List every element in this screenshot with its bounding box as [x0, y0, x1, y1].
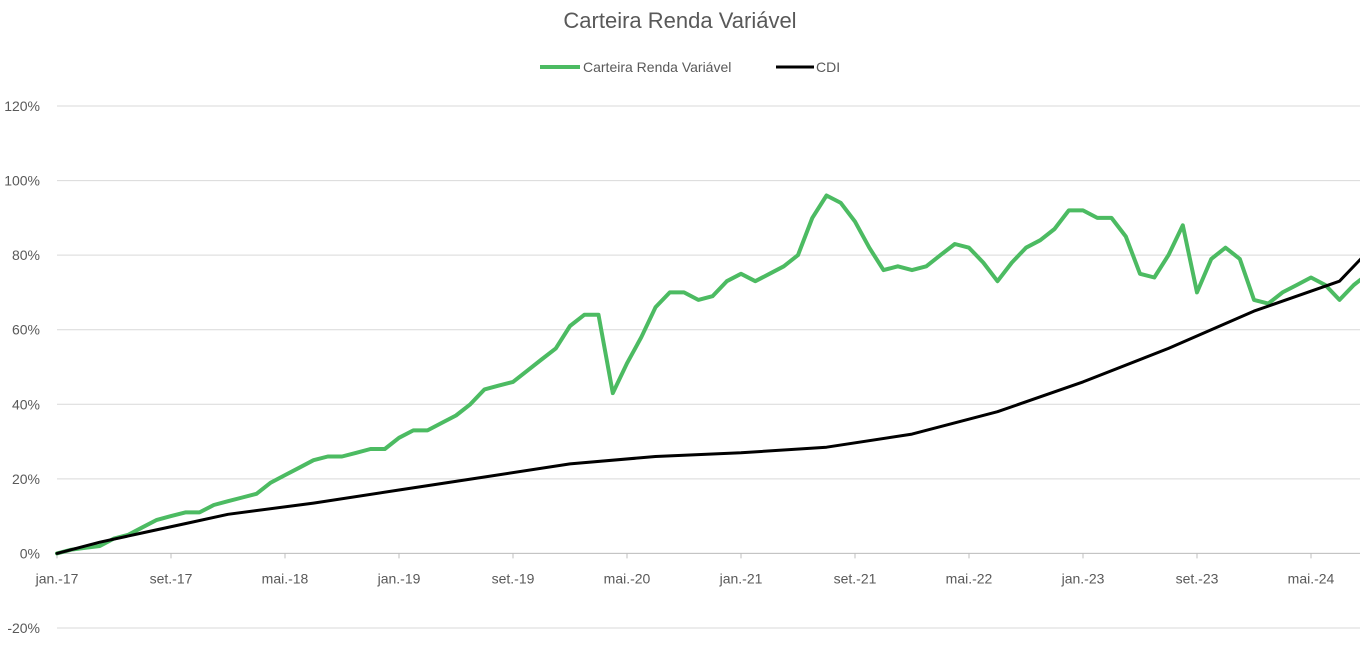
x-tick-label: mai.-24 — [1288, 570, 1335, 586]
y-tick-label: 100% — [4, 173, 40, 189]
x-tick-label: mai.-20 — [604, 570, 651, 586]
y-tick-label: 0% — [20, 545, 40, 561]
y-axis-ticks: -20% 0% 20% 40% 60% 80% 100% 120% — [4, 98, 40, 636]
x-tick-label: jan.-17 — [35, 570, 79, 586]
series-lines — [55, 193, 1360, 556]
y-tick-label: 40% — [12, 396, 40, 412]
y-tick-label: 80% — [12, 247, 40, 263]
x-tick-label: jan.-21 — [719, 570, 763, 586]
series-line-carteira-renda-variavel — [55, 193, 1360, 556]
x-tick-label: jan.-23 — [1061, 570, 1105, 586]
legend: Carteira Renda Variável CDI — [540, 59, 840, 75]
chart-title: Carteira Renda Variável — [563, 8, 796, 33]
x-tick-label: set.-21 — [834, 570, 877, 586]
gridlines — [57, 105, 1360, 629]
x-tick-label: jan.-19 — [377, 570, 421, 586]
y-tick-label: 120% — [4, 98, 40, 114]
x-tick-label: set.-19 — [492, 570, 535, 586]
legend-label: Carteira Renda Variável — [583, 59, 731, 75]
x-axis-ticks: jan.-17 set.-17 mai.-18 jan.-19 set.-19 mai.-… — [35, 553, 1335, 586]
x-tick-label: set.-23 — [1176, 570, 1219, 586]
legend-label: CDI — [816, 59, 840, 75]
x-tick-label: mai.-22 — [946, 570, 993, 586]
y-tick-label: 60% — [12, 322, 40, 338]
x-tick-label: mai.-18 — [262, 570, 309, 586]
series-line-cdi — [55, 257, 1360, 555]
y-tick-label: 20% — [12, 471, 40, 487]
x-tick-label: set.-17 — [150, 570, 193, 586]
y-tick-label: -20% — [7, 620, 40, 636]
